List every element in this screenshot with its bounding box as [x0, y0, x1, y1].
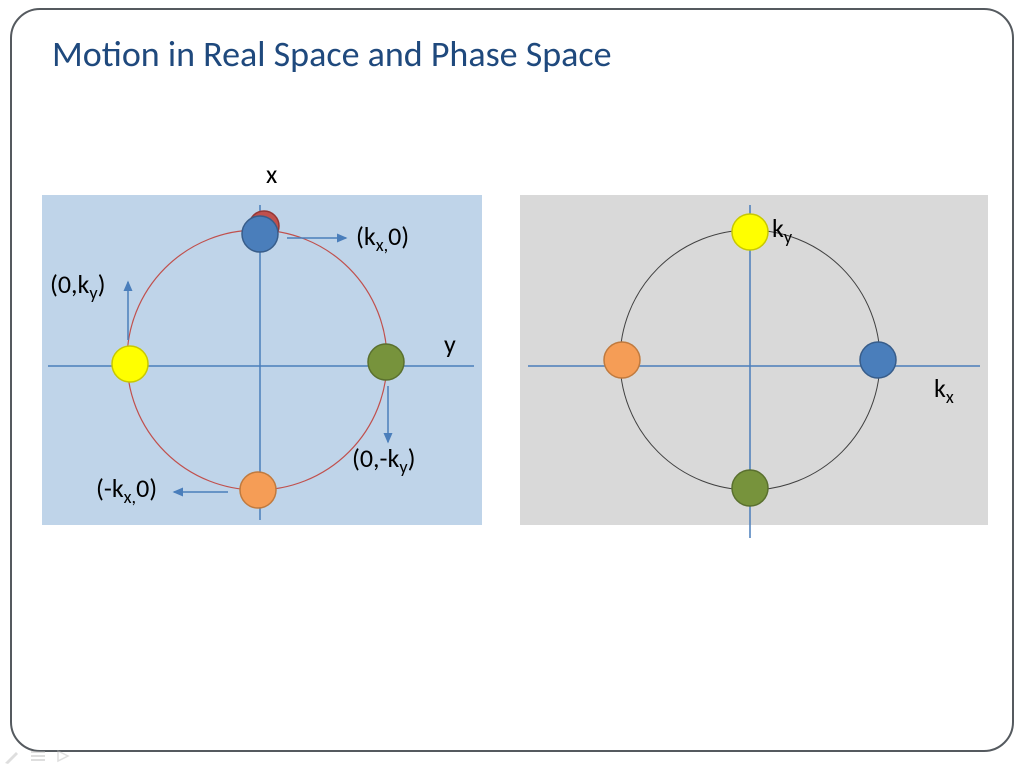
- right-ky-axis-label: ky: [772, 212, 792, 248]
- slide-frame: Motion in Real Space and Phase Space x y (…: [10, 8, 1014, 752]
- slideshow-toolbar: [4, 748, 72, 764]
- label-kx-0: (kx,0): [356, 220, 409, 256]
- label-neg-kx-0: (-kx,0): [96, 472, 157, 508]
- phase-space-panel-bg: [520, 195, 988, 525]
- right-kx-axis-label: kx: [934, 372, 954, 408]
- label-0-ky: (0,ky): [50, 268, 106, 304]
- label-0-neg-ky: (0,-ky): [352, 442, 415, 478]
- pen-icon[interactable]: [4, 748, 20, 764]
- slide-title: Motion in Real Space and Phase Space: [52, 32, 612, 76]
- menu-icon[interactable]: [30, 749, 46, 763]
- left-y-axis-label: y: [444, 328, 456, 360]
- diagram-canvas: [12, 10, 1012, 750]
- next-arrow-icon[interactable]: [56, 749, 72, 763]
- left-x-axis-label: x: [266, 158, 277, 190]
